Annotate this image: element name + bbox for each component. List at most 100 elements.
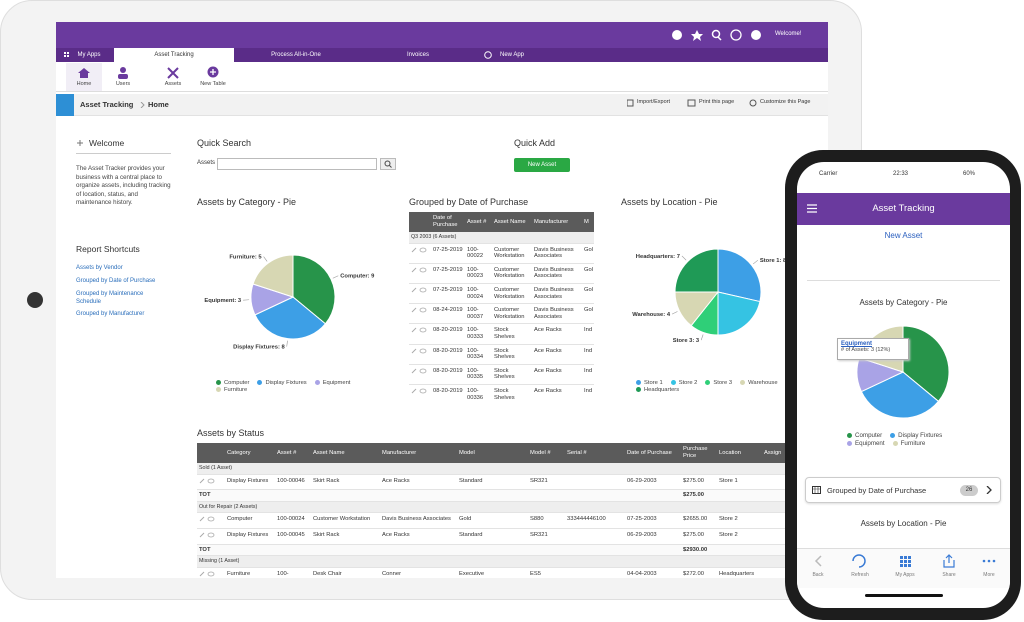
breadcrumb-bar [56, 94, 828, 116]
row-actions[interactable] [411, 348, 431, 354]
search-button[interactable] [380, 158, 396, 170]
breadcrumb-separator [140, 102, 145, 108]
edit-icon [411, 368, 417, 374]
tooltip-text: # of Assets: 3 (12%) [841, 347, 891, 353]
slice-label: Store 3: 3 [673, 338, 700, 344]
legend-swatch [670, 380, 676, 385]
tablet-screen: Welcome! My Apps Asset Tracking Process … [56, 22, 828, 578]
view-icon [419, 348, 427, 353]
legend-item: Computer [216, 380, 249, 386]
shortcut-link[interactable]: Assets by Vendor [76, 265, 123, 271]
leader-line [700, 334, 704, 341]
new-asset-link[interactable]: New Asset [884, 231, 923, 240]
row-actions[interactable] [199, 478, 219, 484]
toolbar-item[interactable]: Users [115, 81, 131, 87]
action-link[interactable]: Print this page [699, 99, 735, 105]
legend-item: Display Fixtures [890, 432, 942, 439]
cell: Davis Business Associates [532, 263, 582, 284]
tab[interactable]: My Apps [77, 52, 101, 58]
shortcut-link[interactable]: Grouped by Manufacturer [76, 311, 145, 317]
chevron [986, 486, 992, 494]
row-actions[interactable] [411, 388, 431, 394]
legend: Computer Display Fixtures Equipment Furnitu… [847, 432, 972, 447]
row-actions[interactable] [411, 267, 431, 273]
row-actions[interactable] [199, 571, 219, 577]
cell [565, 567, 625, 578]
cell: 08-20-2019 [431, 384, 465, 402]
tab[interactable]: Process All-in-One [271, 52, 321, 58]
report-count: 26 [960, 485, 978, 496]
legend-swatch [705, 380, 711, 385]
nav-item[interactable]: Refresh [851, 572, 869, 578]
report-card[interactable] [805, 477, 1001, 503]
cell: Customer Workstation [311, 512, 380, 529]
action-cell [409, 344, 431, 365]
toolbar-item[interactable]: Assets [164, 81, 182, 87]
pie-slice [252, 254, 294, 298]
spacer [311, 544, 681, 557]
action-link[interactable]: Import/Export [637, 99, 671, 105]
edit-icon [411, 388, 417, 394]
shortcut-link[interactable]: Grouped by Maintenance Schedule [76, 291, 144, 305]
report-link[interactable]: Grouped by Date of Purchase [827, 486, 927, 495]
new-asset-button[interactable]: New Asset [514, 158, 570, 172]
header-cell [197, 443, 225, 463]
toolbar-icons [78, 66, 219, 79]
data-row: 08-20-2019 100-00333 Stock Shelves Ace Rack… [409, 323, 594, 345]
legend: Store 1 Store 2 Store 3 Warehouse Headquarte… [636, 380, 791, 393]
action-link[interactable]: Customize this Page [760, 99, 811, 105]
menu-icon[interactable] [807, 204, 817, 213]
header-row: Category Asset # Asset Name Manufacturer Mod… [197, 443, 828, 463]
tab[interactable]: Invoices [406, 52, 429, 58]
view-icon [419, 327, 427, 333]
divider [807, 280, 1000, 281]
cell [565, 528, 625, 545]
row-actions[interactable] [411, 327, 431, 333]
row-actions[interactable] [411, 307, 431, 313]
row-actions[interactable] [199, 516, 219, 522]
row-actions[interactable] [411, 368, 431, 374]
cell: Ace Racks [532, 364, 582, 385]
row-actions[interactable] [411, 247, 431, 253]
tab[interactable]: New App [499, 52, 524, 58]
cell: 04-04-2003 [625, 567, 681, 578]
nav-item[interactable]: Back [812, 572, 824, 578]
tab-active[interactable]: Asset Tracking [114, 48, 234, 62]
welcome-menu[interactable]: Welcome! [775, 31, 802, 37]
shortcut-link[interactable]: Grouped by Date of Purchase [76, 278, 156, 284]
pie-slice [674, 248, 719, 293]
leader-line [263, 256, 268, 262]
nav-item[interactable]: More [983, 572, 995, 578]
group-label: Missing (1 Asset) [197, 555, 828, 568]
header-cell: Manufacturer [532, 212, 582, 232]
legend-label: Display Fixtures [265, 380, 307, 387]
legend-item: Furniture [892, 440, 925, 447]
breadcrumb-app[interactable]: Asset Tracking [80, 100, 134, 109]
header-cell: Asset # [275, 443, 311, 463]
toolbar-item[interactable]: New Table [200, 81, 226, 87]
nav-item[interactable]: My Apps [895, 572, 915, 578]
header-cell: Category [225, 443, 275, 463]
toolbar-item[interactable]: Home [76, 81, 92, 87]
top-icons[interactable] [671, 29, 781, 41]
pie-chart: Computer: 9 Display Fixtures: 8 Equipment:… [204, 254, 375, 351]
tooltip-title: Equipment [841, 341, 872, 347]
data-row: Display Fixtures 100-00046 Skirt Rack Ace R… [197, 474, 828, 491]
search-input[interactable] [217, 158, 377, 170]
cell: Display Fixtures [225, 474, 275, 491]
edit-icon [411, 287, 417, 293]
apps-icon [64, 52, 69, 57]
cell: Standard [457, 528, 528, 545]
action-cell [409, 283, 431, 305]
settings-icon[interactable] [56, 94, 74, 116]
nav-item[interactable]: Share [942, 572, 956, 578]
leader-line [332, 275, 339, 279]
welcome-toggle[interactable] [76, 139, 84, 147]
row-actions[interactable] [411, 287, 431, 293]
phone-screen: Carrier 22:33 60% Asset Tracking New Ass… [797, 162, 1010, 608]
data-row: Furniture 100- Desk Chair Conner Executive ES… [197, 567, 828, 578]
row-actions[interactable] [199, 532, 219, 538]
pie-slice [860, 371, 940, 419]
pie-slice [717, 291, 761, 336]
cell: 100-00037 [465, 303, 492, 325]
